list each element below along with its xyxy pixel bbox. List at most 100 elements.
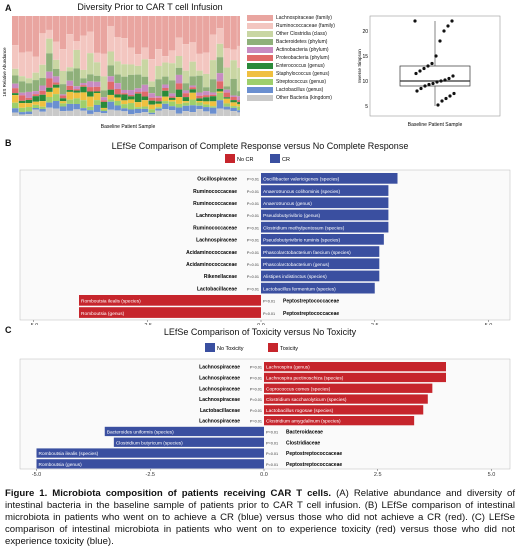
abundance-segment <box>237 16 240 46</box>
abundance-segment <box>46 38 53 54</box>
abundance-segment <box>209 101 217 107</box>
abundance-segment <box>189 92 196 100</box>
abundance-segment <box>155 108 162 111</box>
abundance-segment <box>189 16 196 43</box>
lda-bar <box>104 426 264 437</box>
legend-swatch <box>247 31 273 37</box>
abundance-segment <box>148 16 155 60</box>
abundance-segment <box>12 16 19 46</box>
abundance-segment <box>148 100 155 105</box>
abundance-segment <box>189 85 196 88</box>
abundance-segment <box>141 47 149 60</box>
taxon-label: Pseudobutyrivibrio (genus) <box>263 213 320 219</box>
abundance-segment <box>148 114 155 116</box>
abundance-segment <box>141 59 149 77</box>
diversity-point <box>423 84 427 88</box>
family-label: Oscillospiraceae <box>197 177 237 183</box>
p-value-label: P=0.01 <box>263 312 275 316</box>
diversity-point <box>452 91 456 96</box>
abundance-segment <box>59 94 67 96</box>
abundance-segment <box>223 92 231 98</box>
figure-caption: Figure 1. Microbiota composition of pati… <box>5 488 515 548</box>
abundance-segment <box>12 108 19 113</box>
abundance-segment <box>182 70 190 84</box>
abundance-segment <box>39 90 46 95</box>
abundance-segment <box>107 94 115 100</box>
abundance-segment <box>32 16 39 57</box>
abundance-segment <box>189 99 196 106</box>
p-value-label: P=0.01 <box>247 214 259 218</box>
abundance-segment <box>73 68 80 87</box>
abundance-segment <box>80 100 87 109</box>
abundance-segment <box>46 87 53 92</box>
legend-item: Staphylococcus (genus) <box>247 70 352 78</box>
family-label: Rikenellaceae <box>204 274 237 280</box>
legend-swatch <box>205 343 215 352</box>
abundance-segment <box>216 43 224 58</box>
abundance-segment <box>32 107 39 110</box>
caption-text: (A) Relative abundance and diversity of … <box>5 488 515 547</box>
abundance-segment <box>134 113 142 116</box>
abundance-segment <box>148 93 155 98</box>
abundance-segment <box>162 62 169 77</box>
abundance-segment <box>209 107 217 114</box>
legend-label: Staphylococcus (genus) <box>276 71 330 77</box>
abundance-segment <box>66 103 74 111</box>
abundance-segment <box>39 108 46 112</box>
abundance-segment <box>216 108 224 116</box>
abundance-segment <box>209 92 217 95</box>
abundance-segment <box>216 28 224 44</box>
lda-bar <box>79 295 261 306</box>
abundance-segment <box>32 109 39 116</box>
abundance-segment <box>230 78 237 96</box>
abundance-segment <box>100 76 108 91</box>
legend-item: Other Clostridia (class) <box>247 30 352 38</box>
abundance-segment <box>216 91 224 93</box>
abundance-segment <box>59 111 67 116</box>
lefse-toxicity-chart: No Toxicity Toxicity Lachnospiraceae Lachno… <box>19 343 511 477</box>
abundance-segment <box>66 85 74 91</box>
abundance-segment <box>203 91 210 96</box>
abundance-segment <box>230 106 237 108</box>
legend-swatch <box>247 39 273 45</box>
abundance-segment <box>209 60 217 80</box>
boxplot-frame <box>369 15 501 117</box>
diversity-point <box>415 89 419 93</box>
legend-label: Actinobacteria (phylum) <box>276 47 329 53</box>
diversity-point <box>431 81 435 86</box>
abundance-segment <box>237 106 240 111</box>
abundance-segment <box>223 103 231 107</box>
abundance-segment <box>196 53 203 71</box>
abundance-segment <box>209 16 217 35</box>
abundance-segment <box>223 106 231 110</box>
abundance-segment <box>134 74 142 89</box>
abundance-segment <box>12 45 19 69</box>
abundance-segment <box>46 71 53 79</box>
legend-swatch <box>268 343 278 352</box>
abundance-segment <box>100 107 108 110</box>
family-label: Lachnospiraceae <box>199 386 240 392</box>
family-label: Lactobacillaceae <box>200 408 240 414</box>
abundance-segment <box>162 76 169 85</box>
abundance-segment <box>66 67 74 72</box>
abundance-segment <box>12 75 19 84</box>
abundance-segment <box>114 97 121 101</box>
abundance-segment <box>39 64 46 79</box>
abundance-segment <box>100 113 108 116</box>
lda-bar <box>264 362 446 372</box>
legend-swatch <box>247 23 273 29</box>
abundance-segment <box>162 56 169 63</box>
abundance-segment <box>87 81 94 88</box>
taxon-label: Anaerotruncus colihominis (species) <box>263 189 340 195</box>
abundance-segment <box>80 86 87 93</box>
abundance-segment <box>196 98 203 102</box>
lda-bar <box>261 234 384 245</box>
abundance-segment <box>93 52 101 63</box>
abundance-segment <box>121 93 128 95</box>
panel-c-title: LEfSe Comparison of Toxicity versus No T… <box>163 327 357 337</box>
abundance-segment <box>216 73 224 82</box>
abundance-segment <box>230 96 237 101</box>
x-tick-label: -5.0 <box>29 323 38 325</box>
abundance-segment <box>18 114 26 116</box>
diversity-point <box>434 54 438 58</box>
